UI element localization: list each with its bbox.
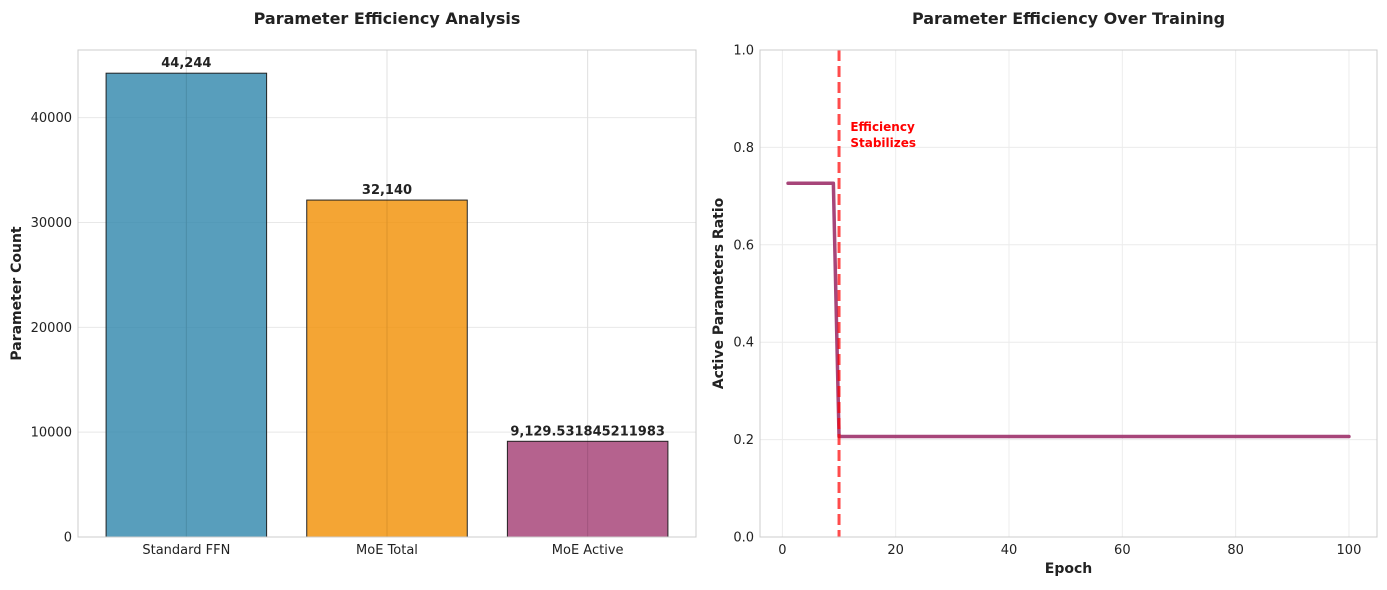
x-tick-label: Standard FFN xyxy=(142,543,230,558)
data-label: 32,140 xyxy=(362,183,412,198)
data-label: 44,244 xyxy=(161,56,211,71)
x-tick-label: 60 xyxy=(1114,543,1131,558)
y-tick-label: 1.0 xyxy=(733,44,754,59)
bar xyxy=(506,440,669,538)
x-tick-label: MoE Active xyxy=(552,543,624,558)
chart-title: Parameter Efficiency Analysis xyxy=(254,9,521,28)
y-tick-label: 0.8 xyxy=(733,141,754,156)
line-chart: Parameter Efficiency Over Training 0.0 0.2… xyxy=(711,9,1378,577)
data-label: 9,129.531845211983 xyxy=(510,424,665,439)
x-axis-label: Epoch xyxy=(1045,561,1092,577)
axes-frame xyxy=(77,49,697,538)
bar xyxy=(105,72,268,538)
y-tick-label: 0.0 xyxy=(733,531,754,546)
y-tick-label: 30000 xyxy=(31,216,72,231)
x-tick-label: 0 xyxy=(778,543,786,558)
bar-chart: Parameter Efficiency Analysis 0 10000 20000… xyxy=(9,9,697,558)
y-tick-label: 0.2 xyxy=(733,433,754,448)
x-tick-label: 40 xyxy=(1001,543,1018,558)
y-tick-label: 0.6 xyxy=(733,238,754,253)
y-tick-label: 10000 xyxy=(31,426,72,441)
y-axis-label: Active Parameters Ratio xyxy=(711,197,727,389)
y-tick-label: 20000 xyxy=(31,321,72,336)
y-tick-label: 0.4 xyxy=(733,336,754,351)
y-axis-label: Parameter Count xyxy=(9,226,25,361)
x-tick-label: 20 xyxy=(887,543,904,558)
bar xyxy=(306,199,468,538)
x-tick-label: 80 xyxy=(1227,543,1244,558)
series-line xyxy=(786,181,1351,439)
annotation-text: Efficiency xyxy=(850,120,915,134)
x-tick-label: 100 xyxy=(1337,543,1362,558)
axes-frame xyxy=(759,49,1378,538)
y-tick-label: 0 xyxy=(64,531,72,546)
chart-title: Parameter Efficiency Over Training xyxy=(912,9,1225,28)
annotation-text: Stabilizes xyxy=(850,136,916,150)
y-tick-label: 40000 xyxy=(31,111,72,126)
x-tick-label: MoE Total xyxy=(356,543,418,558)
